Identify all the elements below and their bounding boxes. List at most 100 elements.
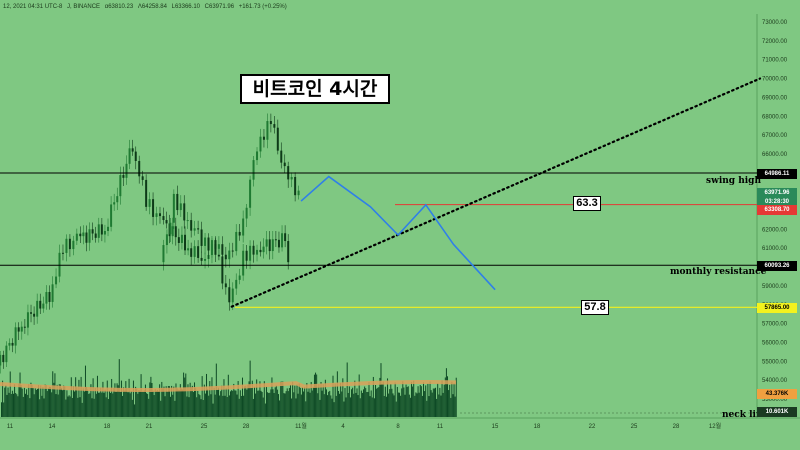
volume-bar (50, 386, 52, 417)
volume-bar (445, 368, 447, 417)
volume-bar (383, 395, 385, 417)
volume-bar (414, 395, 416, 417)
candle-body (287, 241, 290, 263)
volume-bar (222, 395, 224, 417)
volume-bar (285, 391, 287, 417)
volume-bar (349, 397, 351, 417)
candle-body (61, 252, 64, 254)
volume-bar (197, 390, 199, 417)
volume-bar (372, 376, 374, 417)
volume-bar (225, 387, 227, 417)
volume-bar (399, 392, 401, 417)
volume-bar (123, 387, 125, 417)
volume-bar (380, 363, 382, 417)
volume-bar (284, 393, 286, 417)
volume-bar (158, 391, 160, 417)
volume-bar (80, 376, 82, 417)
volume-bar (342, 378, 344, 417)
volume-bar (150, 376, 152, 417)
volume-bar (262, 397, 264, 417)
volume-bar (71, 397, 73, 417)
candle-body (72, 240, 75, 250)
candle-body (17, 327, 20, 332)
candle-body (162, 216, 165, 221)
volume-bar (223, 379, 225, 417)
candle-body (55, 276, 58, 285)
volume-bar (369, 396, 371, 417)
volume-bar (47, 387, 49, 417)
volume-bar (143, 390, 145, 417)
candle-body (58, 252, 61, 277)
volume-bar (354, 380, 356, 417)
volume-bar (86, 386, 88, 417)
volume-bar (204, 393, 206, 417)
volume-bar (207, 388, 209, 417)
volume-bar (251, 380, 253, 417)
x-tick-label: 18 (534, 424, 541, 430)
volume-bar (35, 389, 37, 417)
price-tag-swing-high: 64986.11 (757, 169, 797, 179)
volume-bar (202, 399, 204, 417)
x-tick-label: 15 (492, 424, 499, 430)
volume-bar (283, 393, 285, 417)
volume-bar (12, 393, 14, 417)
volume-bar (22, 396, 24, 417)
volume-bar (264, 403, 266, 417)
candle-body (75, 233, 78, 241)
volume-bar (394, 382, 396, 417)
y-tick-label: 56000.00 (762, 340, 788, 346)
volume-bar (153, 395, 155, 417)
candle-body (11, 342, 14, 346)
volume-bar (237, 381, 239, 417)
volume-bar (42, 386, 44, 417)
volume-bar (292, 381, 294, 417)
x-tick-label: 11월 (295, 422, 307, 430)
volume-bar (385, 396, 387, 417)
volume-bar (105, 397, 107, 417)
volume-bar (155, 390, 157, 417)
candle-body (171, 226, 174, 237)
candle-body (138, 160, 141, 177)
volume-bar (187, 384, 189, 417)
volume-bar (365, 388, 367, 417)
volume-bar (325, 389, 327, 417)
volume-bar (232, 390, 234, 417)
volume-bar (129, 393, 131, 417)
volume-bar (407, 386, 409, 417)
volume-bar (294, 385, 296, 417)
candle-body (85, 232, 88, 243)
volume-bar (335, 395, 337, 417)
candle-body (174, 226, 177, 238)
volume-bar (180, 388, 182, 417)
volume-bar (159, 384, 161, 417)
volume-bar (440, 395, 442, 417)
volume-bar (139, 390, 141, 417)
change-value: +161.73 (+0.25%) (238, 4, 287, 10)
volume-bar (38, 384, 40, 417)
callout-57-8: 57.8 (581, 300, 609, 315)
volume-bar (107, 398, 109, 417)
candle-body (238, 275, 241, 280)
volume-bar (211, 377, 213, 417)
volume-bar (281, 381, 283, 417)
volume-bar (450, 397, 452, 417)
callout-63-3: 63.3 (573, 196, 601, 211)
volume-bar (92, 378, 94, 417)
ascending-trendline (230, 77, 762, 308)
volume-bar (448, 390, 450, 417)
volume-bar (363, 389, 365, 417)
volume-bar (359, 398, 361, 417)
volume-bar (337, 390, 339, 417)
candle-body (116, 196, 119, 203)
volume-bar (185, 373, 187, 417)
candle-body (245, 250, 248, 261)
candle-body (148, 199, 151, 207)
candle-body (259, 136, 262, 152)
volume-bar (429, 381, 431, 417)
candle-body (281, 233, 284, 248)
candle-body (276, 127, 279, 151)
price-tag-volume-ma: 43.376K (757, 389, 797, 399)
volume-bar (195, 387, 197, 417)
volume-bar (246, 389, 248, 417)
